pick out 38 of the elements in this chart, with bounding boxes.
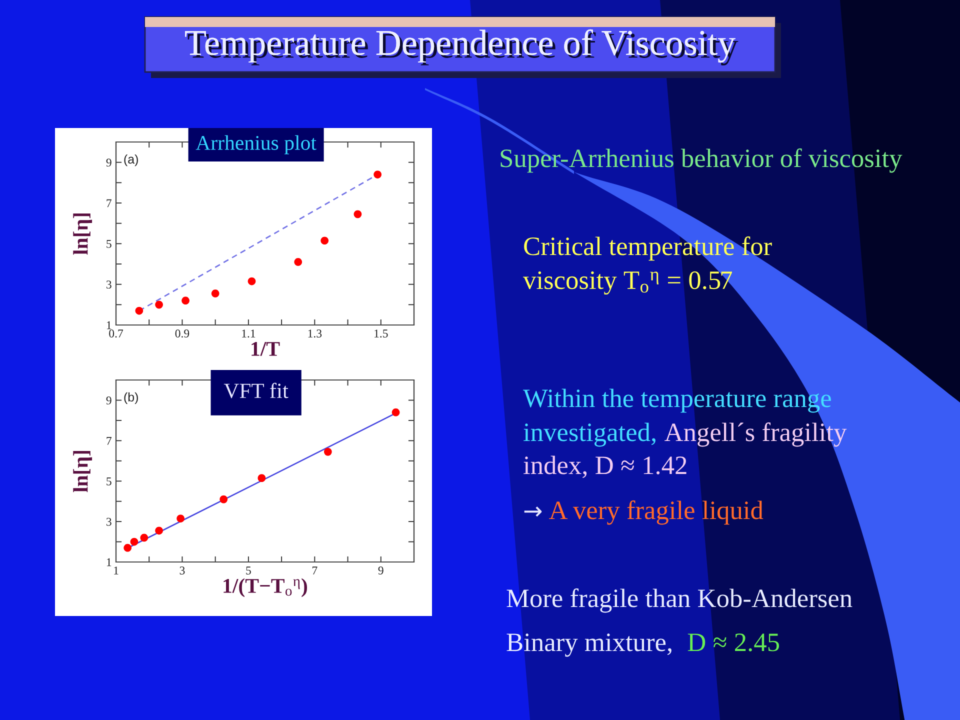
chart-title: Arrhenius plot <box>196 135 316 154</box>
text: Super-Arrhenius behavior of viscosity <box>500 148 902 173</box>
text: → <box>524 506 542 517</box>
y-tick-label: 5 <box>106 477 112 486</box>
text: D ≈ 2.45 <box>688 634 780 652</box>
x-axis-title: 1/T <box>252 342 280 356</box>
chart-title: VFT fit <box>224 382 288 398</box>
x-tick-label: 3 <box>180 566 185 574</box>
y-tick-label: 3 <box>106 280 112 289</box>
text: Binary mixture, <box>506 634 672 657</box>
y-tick-label: 7 <box>106 437 112 445</box>
text: investigated, <box>524 422 656 447</box>
x-tick-label: 1.3 <box>308 330 322 338</box>
text: index, D ≈ 1.42 <box>524 456 686 478</box>
text: A very fragile liquid <box>549 500 764 525</box>
y-tick-label: 9 <box>106 158 112 167</box>
y-tick-label: 7 <box>106 199 112 208</box>
y-axis-title: ln[η] <box>73 451 92 492</box>
annotation: (a) <box>124 154 138 166</box>
x-tick-label: 0.9 <box>175 330 190 338</box>
text: Critical temperature for <box>524 236 772 261</box>
x-tick-label: 7 <box>312 566 318 574</box>
y-tick-label: 5 <box>106 240 112 248</box>
x-tick-label: 1.1 <box>242 330 256 338</box>
y-tick-label: 9 <box>106 396 112 404</box>
x-tick-label: 0.7 <box>109 330 124 338</box>
x-axis-title: 1/(T−T$_{o}$$^{η}$) <box>224 578 308 598</box>
x-tick-label: 1 <box>114 566 118 574</box>
y-axis-title: ln[η] <box>73 214 92 255</box>
y-tick-label: 1 <box>106 558 112 566</box>
x-tick-label: 9 <box>378 566 384 574</box>
text: More fragile than Kob-Andersen <box>506 588 852 613</box>
y-tick-label: 1 <box>106 321 112 330</box>
annotation: (b) <box>124 392 138 404</box>
text: Temperature Dependence of Viscosity <box>185 29 738 66</box>
x-tick-label: 5 <box>246 566 251 574</box>
y-tick-label: 3 <box>106 518 112 526</box>
x-tick-label: 1.5 <box>374 330 388 338</box>
